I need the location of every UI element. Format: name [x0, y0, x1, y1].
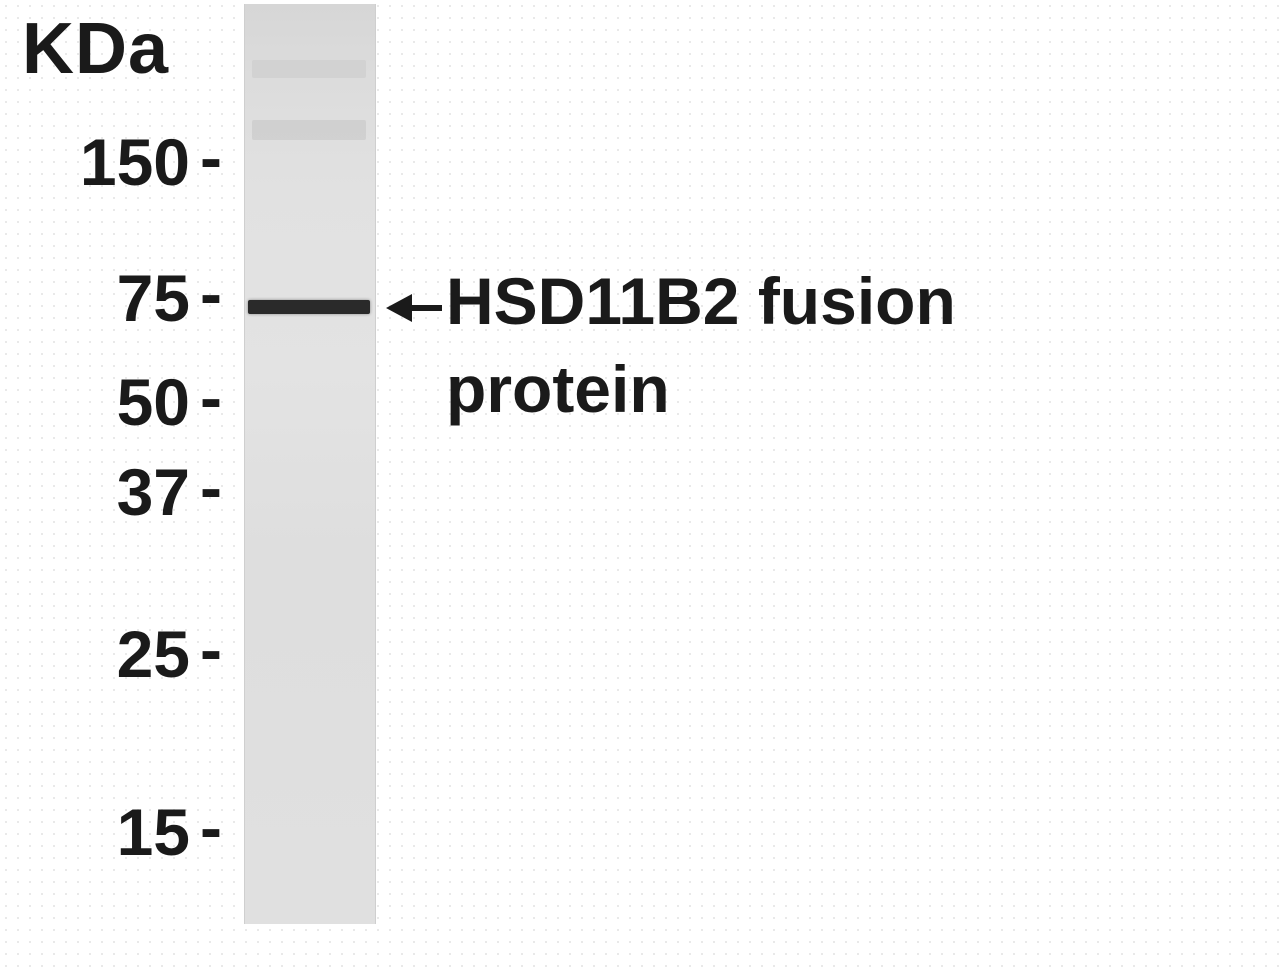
- mw-label-50: 50: [30, 364, 190, 440]
- mw-tick-37: -: [200, 449, 222, 525]
- mw-label-37: 37: [30, 454, 190, 530]
- mw-tick-150: -: [200, 119, 222, 195]
- mw-label-150: 150: [30, 124, 190, 200]
- mw-label-15: 15: [30, 794, 190, 870]
- units-label: KDa: [22, 8, 169, 90]
- blot-lane: [244, 4, 376, 924]
- mw-label-75: 75: [30, 260, 190, 336]
- main-band: [248, 300, 370, 314]
- band-annotation-line1: HSD11B2 fusion: [446, 264, 956, 340]
- band-annotation-line2: protein: [446, 352, 670, 428]
- mw-label-25: 25: [30, 616, 190, 692]
- mw-tick-50: -: [200, 359, 222, 435]
- faint-band-2: [252, 60, 366, 78]
- paper-background: [0, 0, 1280, 973]
- arrow-line: [412, 305, 442, 311]
- mw-tick-15: -: [200, 789, 222, 865]
- arrow-head-icon: [386, 294, 412, 322]
- mw-tick-75: -: [200, 255, 222, 331]
- faint-band-1: [252, 120, 366, 140]
- mw-tick-25: -: [200, 611, 222, 687]
